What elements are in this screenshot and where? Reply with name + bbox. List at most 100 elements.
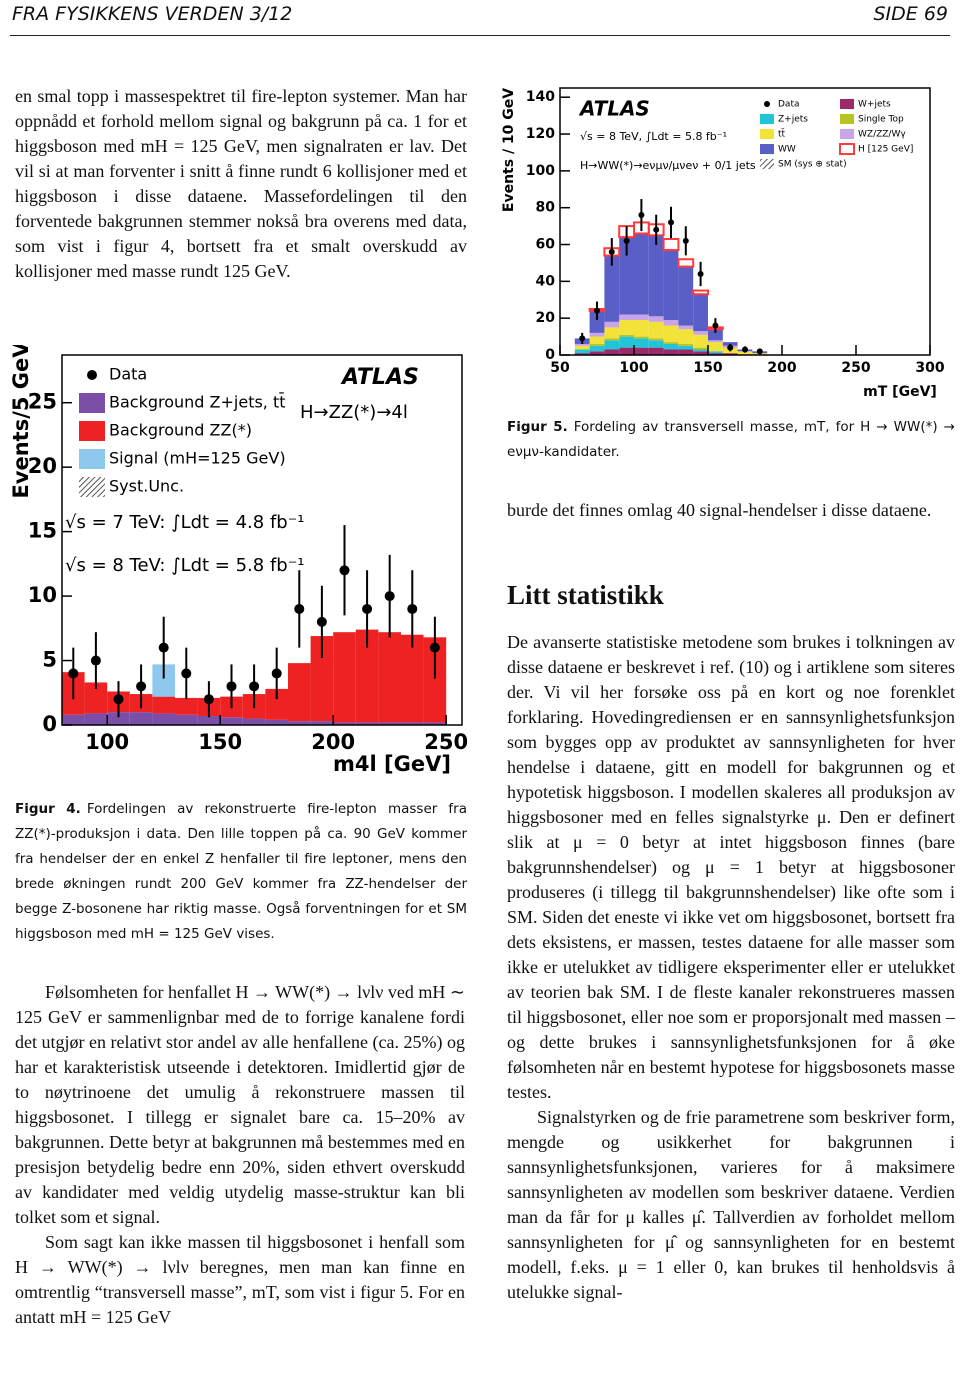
histogram-bar [648, 316, 664, 322]
data-point [742, 346, 748, 353]
data-point [727, 343, 734, 352]
header-right: SIDE 69 [873, 3, 948, 25]
histogram-bar [220, 717, 243, 725]
legend-label: tt̄ [778, 128, 786, 140]
histogram-bar [604, 321, 620, 328]
histogram-bar [693, 351, 708, 355]
data-point [668, 206, 674, 239]
histogram-bar [678, 329, 694, 344]
data-point [203, 681, 214, 718]
histogram-bar [677, 258, 695, 268]
channel-label: H→ZZ(*)→4l [300, 402, 408, 423]
legend-swatch [760, 159, 774, 169]
y-tick-label: 20 [28, 454, 57, 478]
data-point [653, 214, 660, 245]
histogram-bar [678, 325, 694, 330]
histogram-bar [378, 722, 401, 725]
histogram-bar [197, 715, 221, 725]
histogram-bar [604, 340, 620, 350]
legend-label: WZ/ZZ/Wγ [858, 130, 906, 140]
caption-text: Fordelingen av rekonstruerte fire-lepton… [15, 801, 467, 942]
experiment-label: ATLAS [340, 365, 419, 390]
intro: en smal topp i massespektret til fire-le… [15, 86, 467, 281]
legend-label: H [125 GeV] [858, 145, 913, 155]
histogram-bar [634, 314, 649, 321]
data-point [271, 647, 282, 700]
legend-label: Data [778, 100, 800, 110]
histogram-bar [242, 718, 266, 725]
y-tick-label: 80 [536, 200, 556, 216]
channel-label: H→WW(*)→eνμν/μνeν + 0/1 jets [580, 159, 756, 172]
histogram-bar [619, 347, 634, 355]
histogram-bar [574, 349, 590, 354]
y-tick-label: 25 [28, 390, 57, 414]
histogram-bar [589, 336, 605, 344]
histogram-bar [589, 345, 605, 352]
legend-swatch [760, 144, 774, 154]
histogram-bar [400, 722, 424, 725]
legend-label: Background ZZ(*) [109, 421, 252, 440]
histogram-bar [634, 347, 649, 355]
histogram-bar [423, 637, 447, 723]
histogram-bar [174, 714, 198, 725]
legend-swatch [760, 129, 774, 139]
legend-swatch [79, 449, 105, 469]
legend-swatch [840, 99, 854, 109]
x-tick-label: 200 [311, 730, 355, 754]
data-point [608, 238, 615, 266]
legend-swatch [840, 114, 854, 124]
section-heading: Litt statistikk [507, 580, 664, 610]
legend-label: Single Top [858, 115, 904, 125]
legend-swatch [839, 143, 855, 155]
histogram-bar [604, 255, 620, 322]
y-tick-label: 0 [42, 712, 57, 736]
histogram-bar [333, 632, 356, 723]
data-point [407, 570, 418, 648]
legend-label: Data [109, 365, 147, 384]
histogram-bar [265, 719, 288, 725]
header-rule [10, 35, 950, 36]
data-point [682, 226, 689, 256]
histogram-bar [663, 325, 679, 343]
data-point [294, 570, 305, 648]
histogram-bar [692, 289, 709, 296]
legend-label: W+jets [858, 100, 891, 110]
data-point [384, 554, 395, 638]
x-tick-label: 150 [198, 730, 242, 754]
legend-label: Background Z+jets, tt̄ [109, 393, 286, 412]
header-left: FRA FYSIKKENS VERDEN 3/12 [12, 3, 293, 25]
y-tick-label: 5 [42, 648, 57, 672]
y-tick-label: 20 [536, 310, 556, 326]
histogram-bar [378, 632, 401, 723]
figure-5-caption: Figur 5. Fordeling av transversell masse,… [507, 415, 955, 465]
legend-swatch [840, 129, 854, 139]
histogram-bar [648, 338, 664, 341]
data-point [136, 664, 147, 709]
data-point [226, 664, 237, 709]
histogram-bar [693, 349, 708, 352]
y-tick-label: 60 [536, 237, 556, 253]
histogram-bar [634, 233, 649, 315]
histogram-bar [693, 334, 708, 348]
y-axis-label: Events / 10 GeV [501, 88, 517, 212]
histogram-bar [678, 343, 694, 346]
histogram-bar [84, 682, 108, 714]
x-tick-label: 200 [767, 360, 796, 376]
histogram-bar [708, 340, 723, 343]
histogram-bar [708, 351, 723, 354]
annotation: √s = 8 TeV, ∫Ldt = 5.8 fb⁻¹ [580, 130, 727, 143]
figure-4-caption: Figur 4. Fordelingen av rekonstruerte fir… [15, 797, 467, 947]
histogram-bar [265, 688, 288, 720]
data-point [697, 261, 704, 287]
histogram-bar [589, 351, 605, 355]
right-body: De avanserte statistiske metodene som br… [507, 630, 955, 1305]
caption-text: Fordeling av transversell masse, mT, for… [507, 419, 955, 460]
data-point [712, 318, 719, 333]
histogram-bar [693, 347, 708, 350]
plot-frame [61, 354, 463, 726]
x-axis-label: m4l [GeV] [333, 752, 451, 776]
histogram-bar [619, 314, 634, 321]
histogram-bar [574, 345, 590, 350]
y-tick-label: 10 [28, 583, 57, 607]
data-point [181, 647, 192, 700]
